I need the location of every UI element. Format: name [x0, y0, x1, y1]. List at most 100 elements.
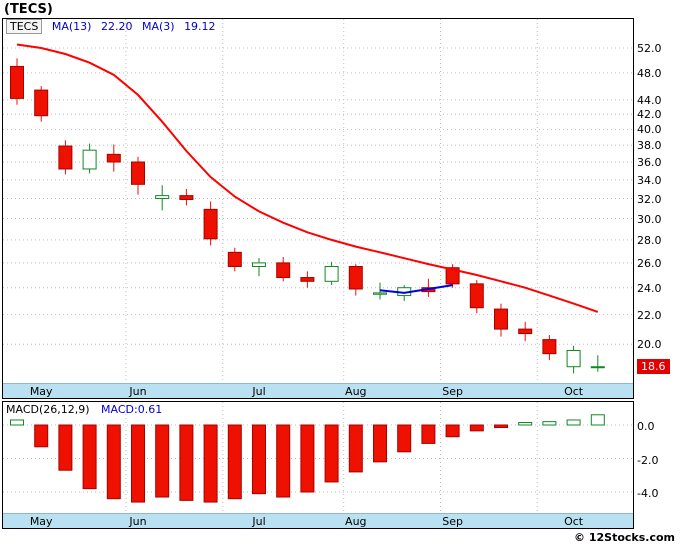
- candle-body: [373, 292, 387, 295]
- candle-body: [494, 308, 508, 330]
- candle-body: [542, 339, 557, 355]
- macd-bar: [397, 424, 412, 453]
- macd-value: MACD:0.61: [101, 403, 163, 416]
- macd-bar: [155, 424, 170, 498]
- macd-bar: [542, 421, 557, 426]
- month-label: May: [29, 515, 53, 528]
- macd-bar: [106, 424, 121, 500]
- candle-body: [131, 161, 145, 185]
- month-label: May: [29, 385, 53, 398]
- last-price-badge: 18.6: [637, 358, 670, 374]
- macd-bar: [566, 419, 581, 426]
- candle-body: [34, 89, 49, 117]
- month-label: Oct: [564, 515, 584, 528]
- candle-body: [179, 195, 194, 200]
- price-legend: TECS MA(13) 22.20 MA(3) 19.12: [6, 19, 222, 34]
- price-axis: 18.6 52.0 48.0 44.0 42.0 40.0 38.0 36.0 34.0 32.…: [635, 18, 680, 399]
- candle-body: [445, 267, 460, 285]
- candle-body: [566, 349, 581, 368]
- candle-body: [469, 283, 484, 309]
- macd-bar: [518, 421, 533, 426]
- month-label: Sep: [442, 515, 463, 528]
- price-axis-label: 42.0: [637, 108, 662, 122]
- macd-bar: [252, 424, 266, 495]
- macd-bar: [10, 419, 24, 426]
- macd-axis: 0.0 -2.0 -4.0: [635, 402, 680, 528]
- macd-bar: [494, 424, 508, 429]
- month-label: Oct: [564, 385, 584, 398]
- macd-bar: [131, 424, 145, 503]
- macd-axis-label: 0.0: [637, 420, 655, 433]
- price-axis-label: 20.0: [637, 338, 662, 352]
- macd-bar: [348, 424, 363, 473]
- macd-legend: MACD(26,12,9) MACD:0.61: [6, 403, 168, 416]
- price-axis-label: 26.0: [637, 256, 662, 270]
- macd-bar: [82, 424, 97, 490]
- price-axis-label: 32.0: [637, 192, 662, 206]
- symbol-label: TECS: [6, 19, 43, 34]
- candle-body: [518, 328, 533, 335]
- price-axis-label: 52.0: [637, 42, 662, 55]
- page-title: (TECS): [4, 2, 53, 17]
- price-axis-label: 30.0: [637, 212, 662, 226]
- candle-body: [348, 265, 363, 290]
- month-label: Sep: [442, 385, 463, 398]
- candle-body: [300, 277, 315, 282]
- candle-body: [106, 153, 121, 163]
- candle-body: [203, 208, 218, 240]
- candle-body: [324, 265, 339, 282]
- ma13-value: 22.20: [100, 20, 133, 33]
- candle-body: [252, 262, 266, 267]
- candle-body: [590, 366, 605, 369]
- price-chart-panel: TECS MA(13) 22.20 MA(3) 19.12 May Jun Jul A…: [2, 18, 634, 399]
- macd-bar: [373, 424, 387, 463]
- price-axis-label: 48.0: [637, 66, 662, 80]
- month-label: Jul: [252, 385, 266, 398]
- price-month-axis: May Jun Jul Aug Sep Oct: [3, 383, 633, 398]
- macd-bar: [276, 424, 291, 498]
- price-axis-label: 38.0: [637, 139, 662, 153]
- macd-bar: [179, 424, 194, 501]
- macd-axis-label: -2.0: [637, 453, 659, 467]
- ma3-label: MA(3): [141, 20, 175, 33]
- price-chart-canvas: [3, 19, 633, 383]
- macd-bar: [227, 424, 242, 500]
- candle-body: [155, 195, 170, 200]
- price-axis-label: 44.0: [637, 93, 662, 107]
- price-axis-label: 40.0: [637, 123, 662, 137]
- macd-bar: [590, 414, 605, 426]
- month-label: Jul: [252, 515, 266, 528]
- price-axis-label: 22.0: [637, 308, 662, 322]
- macd-bar: [421, 424, 436, 444]
- candle-body: [276, 262, 291, 279]
- macd-bar: [324, 424, 339, 483]
- macd-bar: [34, 424, 49, 448]
- candle-body: [82, 149, 97, 170]
- macd-month-axis: May Jun Jul Aug Sep Oct: [3, 513, 633, 528]
- macd-label: MACD(26,12,9): [6, 403, 90, 416]
- macd-bar: [58, 424, 73, 471]
- macd-bar: [300, 424, 315, 493]
- candle-body: [10, 65, 24, 99]
- price-axis-label: 36.0: [637, 156, 662, 169]
- month-label: Jun: [129, 515, 147, 528]
- ma3-line: [379, 284, 453, 294]
- month-label: Aug: [345, 515, 367, 528]
- macd-chart-canvas: [3, 402, 633, 513]
- ma13-line: [16, 43, 599, 313]
- candle-body: [227, 251, 242, 267]
- macd-bar: [469, 424, 484, 432]
- price-axis-label: 24.0: [637, 281, 662, 295]
- ma13-label: MA(13): [51, 20, 92, 33]
- macd-axis-label: -4.0: [637, 487, 659, 500]
- candle-body: [58, 145, 73, 170]
- macd-panel: MACD(26,12,9) MACD:0.61 May Jun Jul Aug Sep O…: [2, 401, 634, 529]
- macd-bar: [445, 424, 460, 438]
- ma3-value: 19.12: [184, 20, 216, 33]
- macd-bar: [203, 424, 218, 503]
- copyright: © 12Stocks.com: [574, 531, 675, 544]
- month-label: Aug: [345, 385, 367, 398]
- price-axis-label: 28.0: [637, 233, 662, 247]
- price-axis-label: 34.0: [637, 173, 662, 187]
